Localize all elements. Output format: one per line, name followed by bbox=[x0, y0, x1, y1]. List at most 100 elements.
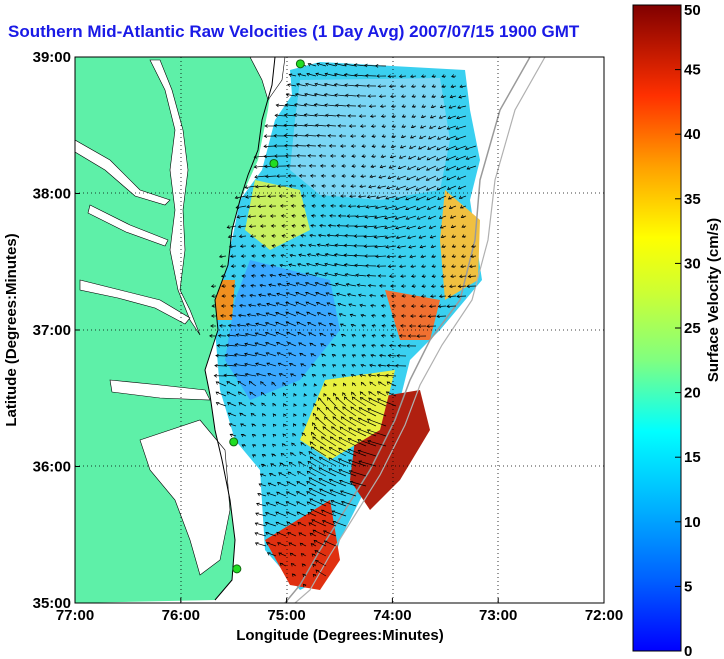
velocity-vector bbox=[260, 274, 267, 277]
velocity-vector bbox=[285, 104, 297, 107]
velocity-vector-head bbox=[345, 224, 349, 228]
velocity-vector-head bbox=[330, 500, 335, 504]
velocity-vector-head bbox=[321, 353, 325, 358]
velocity-vector-head bbox=[305, 291, 309, 296]
velocity-vector bbox=[314, 550, 327, 557]
velocity-vector-head bbox=[410, 84, 415, 88]
colorbar-tick-label: 30 bbox=[684, 255, 701, 272]
velocity-vector-head bbox=[400, 324, 404, 328]
velocity-vector-head bbox=[221, 294, 225, 298]
velocity-vector-head bbox=[335, 103, 339, 108]
velocity-vector-head bbox=[220, 304, 225, 308]
velocity-vector bbox=[289, 254, 297, 257]
velocity-vector bbox=[276, 342, 287, 347]
velocity-vector-head bbox=[430, 244, 435, 249]
velocity-vector-head bbox=[254, 342, 259, 346]
velocity-vector bbox=[308, 522, 317, 527]
velocity-vector bbox=[326, 244, 337, 247]
velocity-vector-head bbox=[395, 186, 400, 190]
velocity-vector-head bbox=[311, 519, 315, 523]
velocity-vector bbox=[369, 294, 377, 297]
velocity-vector-head bbox=[327, 223, 332, 228]
velocity-vector bbox=[407, 235, 417, 239]
velocity-vector-head bbox=[263, 144, 267, 149]
velocity-vector-head bbox=[271, 254, 275, 258]
velocity-vector-head bbox=[418, 235, 423, 239]
velocity-vector-head bbox=[306, 491, 310, 495]
velocity-vector bbox=[365, 215, 377, 218]
velocity-vector-head bbox=[306, 262, 310, 267]
velocity-vector bbox=[288, 542, 297, 547]
velocity-vector bbox=[318, 467, 337, 477]
velocity-vector-head bbox=[450, 224, 455, 228]
velocity-vector-head bbox=[441, 244, 445, 248]
velocity-vector bbox=[370, 115, 377, 117]
velocity-vector-head bbox=[405, 206, 409, 210]
velocity-vector-head bbox=[459, 205, 464, 209]
velocity-vector bbox=[430, 295, 437, 297]
velocity-vector-head bbox=[395, 363, 399, 368]
velocity-vector-head bbox=[328, 144, 333, 148]
velocity-vector-head bbox=[285, 302, 289, 306]
velocity-vector-head bbox=[377, 363, 382, 368]
velocity-vector bbox=[286, 331, 297, 337]
velocity-vector bbox=[336, 115, 347, 117]
velocity-field-jet-c bbox=[265, 500, 340, 590]
velocity-vector-head bbox=[438, 115, 443, 119]
velocity-vector-head bbox=[296, 511, 301, 515]
map-title: Southern Mid-Atlantic Raw Velocities (1 … bbox=[8, 22, 580, 41]
velocity-vector-head bbox=[254, 532, 259, 536]
velocity-vector bbox=[276, 104, 287, 107]
velocity-vector bbox=[317, 244, 327, 247]
velocity-vector-head bbox=[285, 511, 290, 515]
velocity-vector-head bbox=[285, 491, 290, 495]
velocity-vector-head bbox=[220, 274, 225, 278]
velocity-vector bbox=[276, 293, 287, 297]
velocity-vector-head bbox=[233, 373, 238, 377]
velocity-vector-head bbox=[457, 284, 462, 289]
velocity-vector-head bbox=[327, 133, 331, 138]
velocity-vector-head bbox=[398, 334, 403, 338]
velocity-vector-head bbox=[303, 382, 307, 387]
velocity-vector-head bbox=[371, 324, 376, 328]
velocity-vector bbox=[315, 292, 327, 297]
velocity-vector bbox=[297, 263, 307, 267]
velocity-vector-head bbox=[395, 196, 399, 200]
velocity-vector-head bbox=[237, 313, 242, 318]
velocity-vector-head bbox=[263, 154, 268, 159]
velocity-vector-head bbox=[296, 153, 300, 158]
velocity-vector bbox=[417, 215, 427, 220]
velocity-vector-head bbox=[275, 521, 280, 526]
velocity-vector-head bbox=[309, 441, 314, 445]
velocity-vector-head bbox=[312, 563, 316, 568]
velocity-vector-head bbox=[281, 234, 285, 238]
velocity-vector bbox=[217, 345, 227, 347]
velocity-vector bbox=[249, 225, 257, 227]
velocity-vector-head bbox=[219, 324, 223, 328]
velocity-vector bbox=[256, 503, 267, 507]
velocity-vector-head bbox=[437, 136, 441, 140]
velocity-vector-head bbox=[351, 154, 355, 158]
velocity-vector-head bbox=[283, 113, 288, 118]
velocity-vector-head bbox=[401, 124, 406, 128]
velocity-vector bbox=[379, 354, 387, 357]
velocity-vector-head bbox=[275, 511, 279, 515]
velocity-vector bbox=[307, 501, 317, 507]
velocity-vector bbox=[266, 185, 277, 187]
velocity-vector-head bbox=[331, 510, 336, 514]
velocity-vector-head bbox=[283, 133, 288, 138]
velocity-vector-head bbox=[315, 559, 319, 564]
colorbar-tick-label: 10 bbox=[684, 514, 701, 531]
velocity-vector-head bbox=[342, 406, 346, 410]
velocity-vector-head bbox=[410, 264, 414, 268]
velocity-vector-head bbox=[375, 254, 379, 259]
velocity-vector-head bbox=[234, 195, 239, 200]
velocity-vector-head bbox=[325, 62, 329, 67]
velocity-vector bbox=[369, 364, 377, 367]
velocity-vector bbox=[386, 391, 397, 397]
velocity-vector-head bbox=[341, 354, 346, 358]
velocity-vector bbox=[396, 185, 407, 190]
velocity-field-slow bbox=[225, 260, 340, 400]
velocity-vector-head bbox=[307, 322, 311, 326]
velocity-vector-head bbox=[215, 402, 220, 406]
